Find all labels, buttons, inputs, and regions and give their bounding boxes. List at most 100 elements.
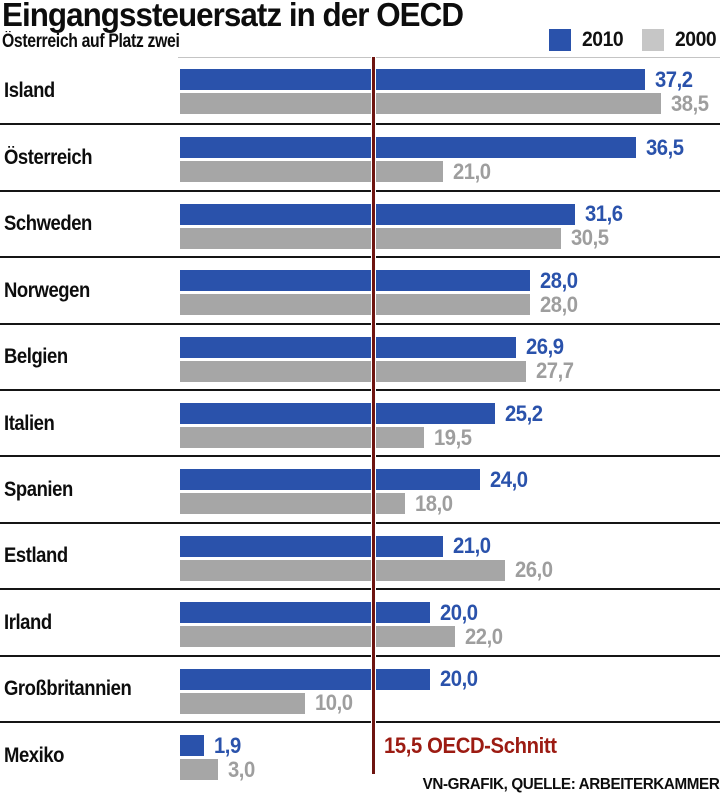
value-label-2010: 26,9 — [526, 334, 564, 360]
country-label: Spanien — [4, 477, 73, 501]
bar-group: 28,0 28,0 — [180, 267, 720, 318]
country-label: Österreich — [4, 145, 93, 169]
bar-2010 — [180, 602, 430, 624]
bar-2000 — [180, 161, 443, 183]
country-row: Island 37,2 38,5 — [0, 57, 720, 124]
bar-group: 20,0 10,0 — [180, 666, 720, 717]
chart-top-divider — [178, 57, 720, 58]
country-row: Italien 25,2 19,5 — [0, 389, 720, 456]
value-label-2010: 37,2 — [655, 66, 693, 92]
bar-group: 21,0 26,0 — [180, 533, 720, 584]
bar-2010 — [180, 137, 637, 159]
bar-group: 25,2 19,5 — [180, 400, 720, 451]
chart-subtitle: Österreich auf Platz zwei — [2, 31, 180, 52]
country-label: Estland — [4, 544, 68, 568]
legend-label-2000: 2000 — [675, 28, 717, 51]
country-label: Belgien — [4, 345, 68, 369]
bar-line-2010: 24,0 — [180, 467, 720, 492]
value-label-2000: 18,0 — [415, 490, 453, 516]
bar-chart: Island 37,2 38,5 Österreich 36,5 21,0 Sc… — [0, 57, 720, 788]
bar-2000 — [180, 427, 424, 448]
value-label-2000: 10,0 — [315, 690, 353, 716]
country-label: Schweden — [4, 212, 92, 236]
bar-2010 — [180, 668, 430, 690]
bar-2010 — [180, 203, 575, 225]
bar-line-2010: 36,5 — [180, 134, 720, 160]
bar-group: 24,0 18,0 — [180, 467, 720, 517]
country-label: Mexiko — [4, 743, 65, 767]
bar-group: 20,0 22,0 — [180, 599, 720, 650]
bar-line-2010: 25,2 — [180, 400, 720, 426]
bar-2000 — [180, 559, 505, 581]
bar-line-2010: 28,0 — [180, 267, 720, 293]
oecd-average-annotation: 15,5 OECD-Schnitt — [384, 733, 557, 759]
chart-title: Eingangssteuersatz in der OECD — [2, 0, 464, 33]
value-label-2000: 3,0 — [227, 756, 255, 782]
country-label: Italien — [4, 411, 55, 435]
country-label: Island — [4, 78, 55, 102]
bar-2010 — [180, 336, 517, 358]
source-credit: VN-GRAFIK, QUELLE: ARBEITERKAMMER — [422, 776, 719, 793]
legend: 2010 2000 — [548, 28, 720, 52]
bar-line-2000: 3,0 — [180, 756, 720, 782]
value-label-2000: 22,0 — [465, 623, 503, 649]
legend-item-2000: 2000 — [642, 28, 720, 52]
bar-group: 31,6 30,5 — [180, 201, 720, 252]
country-row: Mexiko 1,9 3,0 — [0, 721, 720, 788]
legend-swatch-2000 — [642, 29, 665, 51]
bar-line-2000: 10,0 — [180, 690, 720, 716]
bar-2010 — [180, 69, 645, 90]
bar-2010 — [180, 735, 204, 756]
bar-line-2010: 20,0 — [180, 666, 720, 692]
bar-2010 — [180, 469, 480, 491]
bar-line-2000: 21,0 — [180, 158, 720, 184]
legend-label-2010: 2010 — [581, 28, 624, 51]
country-row: Norwegen 28,0 28,0 — [0, 256, 720, 323]
oecd-average-value: 15,5 — [384, 733, 422, 758]
value-label-2010: 36,5 — [646, 134, 684, 160]
bar-line-2010: 20,0 — [180, 599, 720, 625]
bar-group: 1,9 3,0 — [180, 732, 720, 783]
value-label-2000: 21,0 — [452, 158, 491, 184]
bar-line-2010: 37,2 — [180, 66, 720, 92]
value-label-2010: 25,2 — [505, 400, 543, 426]
value-label-2010: 28,0 — [540, 267, 578, 293]
bar-line-2000: 38,5 — [180, 90, 720, 116]
bar-2000 — [180, 626, 455, 648]
bar-2010 — [180, 270, 530, 292]
value-label-2000: 19,5 — [433, 424, 472, 450]
bar-line-2000: 18,0 — [180, 490, 720, 516]
bar-group: 36,5 21,0 — [180, 134, 720, 185]
bar-line-2000: 22,0 — [180, 623, 720, 649]
value-label-2010: 31,6 — [585, 201, 623, 227]
bar-2000 — [180, 294, 530, 316]
value-label-2000: 26,0 — [515, 557, 553, 583]
bar-2000 — [180, 93, 662, 114]
oecd-average-reference-line — [371, 57, 377, 774]
country-label: Großbritannien — [4, 677, 132, 701]
chart-header: Eingangssteuersatz in der OECD Österreic… — [0, 0, 720, 57]
value-label-2000: 27,7 — [536, 358, 574, 384]
oecd-average-text: OECD-Schnitt — [427, 733, 557, 758]
value-label-2010: 21,0 — [452, 533, 491, 559]
country-label: Norwegen — [4, 278, 90, 302]
bar-line-2010: 31,6 — [180, 201, 720, 227]
bar-2000 — [180, 692, 305, 714]
bar-line-2010: 26,9 — [180, 334, 720, 360]
bar-2000 — [180, 360, 527, 382]
country-row: Schweden 31,6 30,5 — [0, 189, 720, 257]
legend-item-2010: 2010 — [548, 28, 627, 52]
value-label-2010: 20,0 — [440, 599, 478, 625]
value-label-2000: 38,5 — [671, 90, 709, 116]
value-label-2000: 30,5 — [571, 225, 609, 251]
bar-line-2010: 1,9 — [180, 732, 720, 758]
bar-line-2000: 26,0 — [180, 557, 720, 583]
value-label-2010: 20,0 — [440, 666, 478, 692]
value-label-2000: 28,0 — [540, 291, 578, 317]
bar-line-2010: 21,0 — [180, 533, 720, 559]
country-row: Estland 21,0 26,0 — [0, 521, 720, 589]
bar-2000 — [180, 227, 562, 249]
value-label-2010: 1,9 — [213, 732, 241, 758]
country-row: Großbritannien 20,0 10,0 — [0, 654, 720, 722]
